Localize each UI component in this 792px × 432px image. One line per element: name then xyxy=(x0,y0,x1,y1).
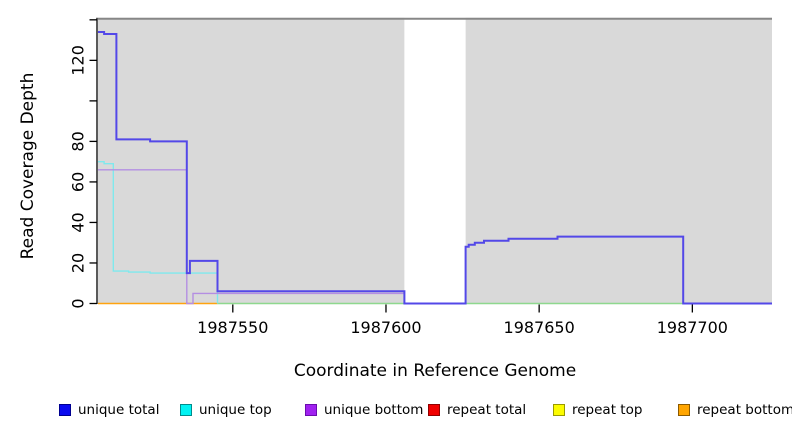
legend-swatch-icon xyxy=(553,404,565,416)
legend-item-unique-bottom: unique bottom xyxy=(305,402,423,418)
y-tick-label: 60 xyxy=(69,172,88,192)
y-tick-label: 40 xyxy=(69,212,88,232)
legend-swatch-icon xyxy=(180,404,192,416)
x-tick-label: 1987600 xyxy=(350,318,421,337)
y-axis-title: Read Coverage Depth xyxy=(18,72,38,260)
legend-swatch-icon xyxy=(305,404,317,416)
series-line-unique-total xyxy=(98,31,772,305)
series-line-unique-top xyxy=(98,160,219,304)
y-tick-label: 0 xyxy=(69,298,88,308)
legend-label: repeat top xyxy=(572,402,643,418)
legend-item-unique-top: unique top xyxy=(180,402,272,418)
y-tick-label: 20 xyxy=(69,253,88,273)
legend-label: unique bottom xyxy=(324,402,424,418)
plot-area: 0 20 40 60 80 120 1987550 1987600 1987650 1987700 xyxy=(69,17,772,337)
legend-label: unique top xyxy=(199,402,272,418)
legend-label: repeat bottom xyxy=(697,402,792,418)
legend-swatch-icon xyxy=(678,404,690,416)
x-tick-label: 1987550 xyxy=(197,318,268,337)
legend-label: unique total xyxy=(78,402,160,418)
y-tick-label: 80 xyxy=(69,131,88,151)
x-tick-label: 1987700 xyxy=(657,318,728,337)
legend-item-repeat-bottom: repeat bottom xyxy=(678,402,792,418)
legend-item-repeat-total: repeat total xyxy=(428,402,526,418)
legend-item-repeat-top: repeat top xyxy=(553,402,642,418)
legend-swatch-icon xyxy=(59,404,71,416)
shaded-region xyxy=(465,17,772,304)
legend-item-unique-total: unique total xyxy=(59,402,159,418)
series-line-unique-bottom xyxy=(98,169,405,305)
legend-label: repeat total xyxy=(447,402,527,418)
shaded-region xyxy=(98,17,405,304)
y-tick-label: 120 xyxy=(69,45,88,76)
x-axis-title: Coordinate in Reference Genome xyxy=(293,361,577,381)
legend-swatch-icon xyxy=(428,404,440,416)
x-tick-label: 1987650 xyxy=(504,318,575,337)
